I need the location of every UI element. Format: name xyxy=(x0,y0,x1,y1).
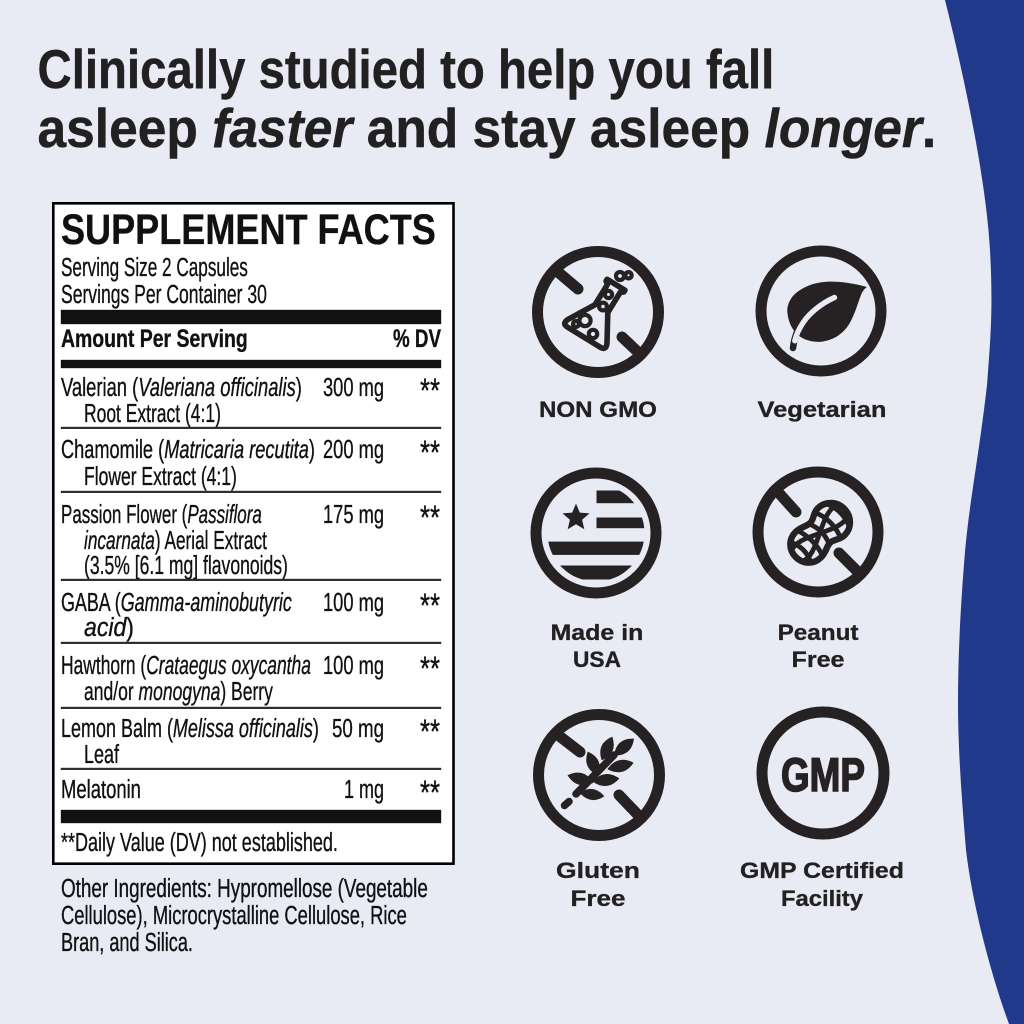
svg-text:Lemon Balm (Melissa officinali: Lemon Balm (Melissa officinalis) xyxy=(61,714,319,743)
svg-text:Amount Per Serving: Amount Per Serving xyxy=(61,325,248,353)
svg-text:GABA (Gamma-aminobutyric: GABA (Gamma-aminobutyric xyxy=(61,588,292,617)
svg-text:Other Ingredients: Hypromellos: Other Ingredients: Hypromellose (Vegetab… xyxy=(61,873,428,903)
svg-text:Servings Per Container 30: Servings Per Container 30 xyxy=(61,280,267,309)
svg-text:Clinically studied to help you: Clinically studied to help you fall xyxy=(37,39,774,100)
svg-text:100 mg: 100 mg xyxy=(323,588,384,617)
svg-text:**: ** xyxy=(420,651,440,688)
svg-text:Chamomile (Matricaria recutita: Chamomile (Matricaria recutita) xyxy=(61,435,315,464)
svg-text:incarnata) Aerial Extract: incarnata) Aerial Extract xyxy=(84,525,267,554)
svg-text:Free: Free xyxy=(792,647,845,671)
svg-text:(3.5% [6.1 mg] flavonoids): (3.5% [6.1 mg] flavonoids) xyxy=(84,551,288,580)
svg-text:**: ** xyxy=(420,500,440,537)
svg-text:and/or monogyna) Berry: and/or monogyna) Berry xyxy=(84,677,274,706)
svg-text:**: ** xyxy=(420,588,440,625)
svg-text:Gluten: Gluten xyxy=(556,859,640,883)
svg-text:50 mg: 50 mg xyxy=(332,713,384,743)
svg-text:300 mg: 300 mg xyxy=(323,373,384,402)
svg-text:175 mg: 175 mg xyxy=(323,500,384,529)
svg-text:Leaf: Leaf xyxy=(84,740,120,769)
svg-text:1 mg: 1 mg xyxy=(344,775,384,804)
svg-text:USA: USA xyxy=(573,647,621,672)
svg-text:NON GMO: NON GMO xyxy=(539,397,657,422)
svg-text:Passion Flower (Passiflora: Passion Flower (Passiflora xyxy=(61,499,262,529)
svg-text:Root Extract (4:1): Root Extract (4:1) xyxy=(84,399,221,428)
svg-text:**: ** xyxy=(420,714,440,751)
svg-text:100 mg: 100 mg xyxy=(323,651,384,680)
svg-text:Free: Free xyxy=(571,887,626,912)
svg-text:acid): acid) xyxy=(84,614,134,643)
svg-text:Cellulose), Microcrystalline C: Cellulose), Microcrystalline Cellulose, … xyxy=(61,901,407,930)
svg-text:asleep faster and stay asleep: asleep faster and stay asleep longer. xyxy=(38,98,937,159)
svg-text:% DV: % DV xyxy=(393,324,441,352)
svg-text:**: ** xyxy=(420,435,440,472)
svg-text:Valerian (Valeriana officinali: Valerian (Valeriana officinalis) xyxy=(61,373,302,402)
svg-text:**Daily Value (DV) not establi: **Daily Value (DV) not established. xyxy=(61,828,338,857)
svg-text:Made in: Made in xyxy=(551,620,644,644)
svg-text:Melatonin: Melatonin xyxy=(61,775,141,804)
svg-text:**: ** xyxy=(420,775,440,812)
svg-text:**: ** xyxy=(420,373,440,410)
svg-text:200 mg: 200 mg xyxy=(323,435,384,464)
svg-text:Facility: Facility xyxy=(781,886,863,911)
svg-text:Hawthorn (Crataegus oxycantha: Hawthorn (Crataegus oxycantha xyxy=(61,651,311,680)
svg-text:Vegetarian: Vegetarian xyxy=(758,398,887,423)
svg-text:Bran, and Silica.: Bran, and Silica. xyxy=(61,928,193,957)
svg-text:GMP Certified: GMP Certified xyxy=(740,858,904,882)
svg-text:Serving Size 2 Capsules: Serving Size 2 Capsules xyxy=(61,252,248,282)
svg-text:GMP: GMP xyxy=(781,749,865,801)
svg-text:Peanut: Peanut xyxy=(778,620,859,645)
svg-text:SUPPLEMENT FACTS: SUPPLEMENT FACTS xyxy=(61,206,436,253)
svg-text:Flower Extract (4:1): Flower Extract (4:1) xyxy=(84,462,237,491)
